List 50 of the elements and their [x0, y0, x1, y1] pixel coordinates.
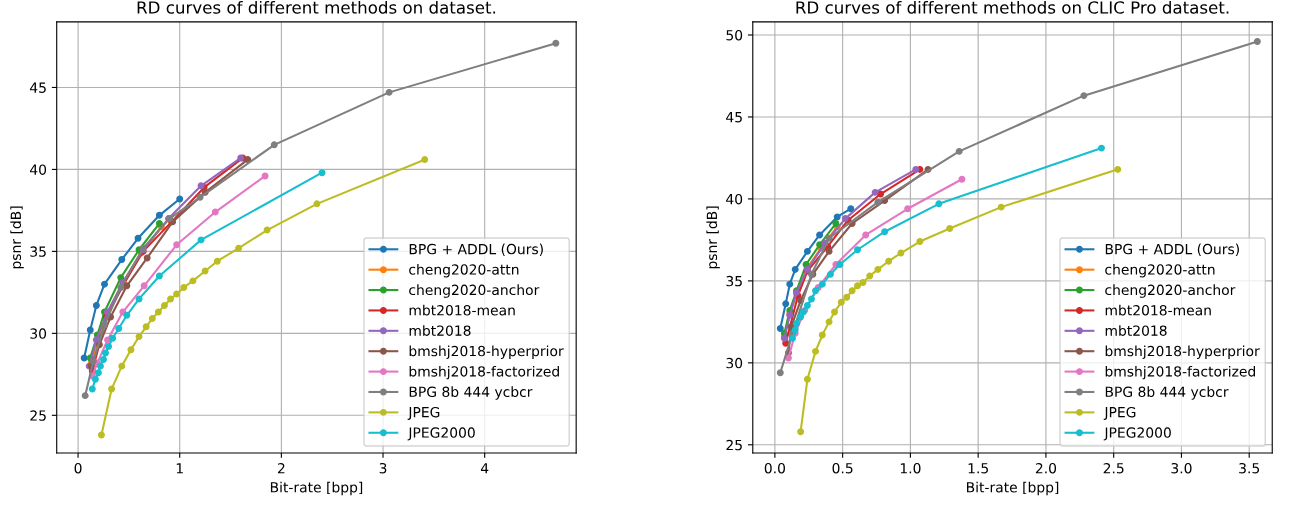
x-tick-label: 1.5 [968, 463, 988, 474]
y-tick-label: 35 [726, 275, 742, 287]
legend-label: BPG 8b 444 ycbcr [409, 386, 533, 400]
x-tick-label: 1 [176, 463, 183, 474]
legend-label: BPG 8b 444 ycbcr [1105, 386, 1229, 400]
x-tick-label: 0.0 [764, 462, 785, 474]
legend-label: mbt2018 [1105, 325, 1167, 336]
legend-label: cheng2020-attn [409, 263, 519, 278]
legend-label: bmshj2018-hyperprior [409, 345, 564, 359]
y-tick-label: 40 [726, 193, 743, 205]
y-tick-label: 30 [726, 357, 743, 369]
legend-label: mbt2018-mean [1105, 304, 1211, 316]
y-tick-label: 30 [30, 328, 47, 339]
chart-title: RD curves of different methods on CLIC Pro dataset. [796, 0, 1229, 14]
x-tick-label: 3 [379, 462, 387, 474]
y-tick-label: 50 [726, 29, 743, 41]
x-tick-label: 3.5 [1239, 462, 1260, 474]
legend-label: JPEG [1103, 406, 1136, 421]
legend-label: bmshj2018-factorized [1105, 365, 1255, 380]
y-tick-label: 25 [726, 439, 742, 451]
x-tick-label: 2 [277, 462, 285, 474]
x-tick-label: 2.0 [1035, 462, 1057, 474]
legend-label: JPEG [407, 406, 440, 421]
legend-label: bmshj2018-hyperprior [1105, 345, 1260, 359]
y-axis-title: psnr [dB] [706, 206, 720, 269]
y-tick-label: 25 [30, 410, 46, 421]
chart-title: RD curves of different methods on dataset. [137, 0, 496, 14]
y-tick-label: 45 [30, 82, 46, 93]
legend-label: cheng2020-attn [1105, 263, 1215, 278]
legend-label: JPEG2000 [1103, 427, 1171, 441]
x-tick-label: 0.5 [832, 462, 853, 474]
x-tick-label: 4 [480, 463, 489, 474]
x-axis-title: Bit-rate [bpp] [270, 481, 363, 496]
legend-label: BPG + ADDL (Ours) [1105, 243, 1239, 256]
y-tick-label: 40 [30, 164, 47, 175]
y-axis-title: psnr [dB] [10, 206, 24, 269]
y-tick-label: 35 [30, 246, 46, 257]
legend-label: mbt2018-mean [409, 304, 515, 316]
legend-label: cheng2020-anchor [1105, 284, 1236, 298]
x-tick-label: 0 [74, 462, 82, 474]
legend-label: mbt2018 [409, 325, 471, 336]
x-tick-label: 1.0 [900, 462, 921, 474]
legend-label: BPG + ADDL (Ours) [409, 243, 543, 256]
legend-label: cheng2020-anchor [409, 284, 540, 298]
legend-label: JPEG2000 [407, 427, 475, 441]
y-tick-label: 45 [726, 112, 742, 123]
x-tick-label: 3.0 [1171, 462, 1192, 474]
x-axis-title: Bit-rate [bpp] [967, 481, 1059, 496]
x-tick-label: 2.5 [1103, 462, 1124, 474]
legend-label: bmshj2018-factorized [409, 365, 559, 380]
